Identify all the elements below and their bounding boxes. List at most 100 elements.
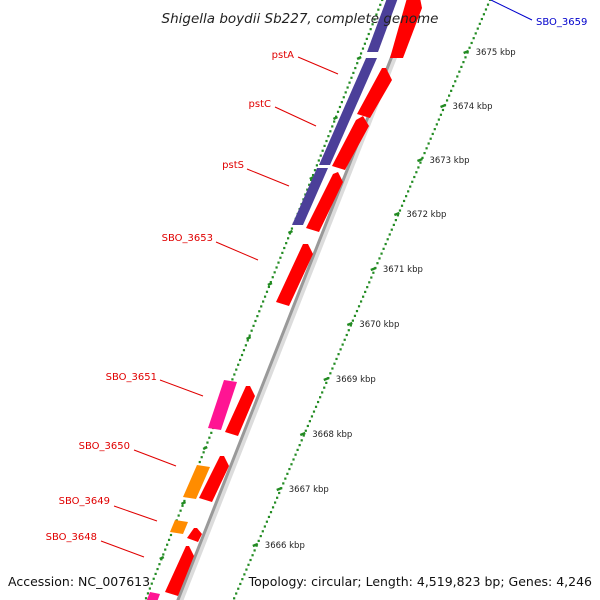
ring-dot [290, 227, 294, 230]
gene-label-psts: pstS [222, 160, 244, 171]
gene-label-sbo-3648: SBO_3648 [46, 532, 97, 543]
ring-dot [415, 171, 418, 174]
gene-leader-line [100, 540, 145, 558]
ring-dot [341, 343, 344, 346]
ring-dot [144, 597, 148, 600]
ring-dot [152, 577, 155, 580]
ring-dash [287, 229, 294, 235]
gene-leader-line [274, 106, 317, 127]
ring-dot [409, 185, 412, 188]
ring-dot [319, 154, 322, 157]
ring-dot [349, 324, 352, 327]
ring-dot [340, 101, 343, 104]
ring-dot [260, 305, 263, 308]
gene-label-sbo-3653: SBO_3653 [162, 233, 213, 244]
ring-dot [386, 238, 389, 241]
ring-dot [310, 415, 314, 418]
gene-leader-line [133, 449, 177, 467]
ring-dot [400, 204, 404, 207]
ring-dot [261, 530, 264, 533]
ring-dot [183, 499, 186, 503]
ring-dot [282, 482, 285, 485]
ring-dot [314, 405, 318, 408]
ring-dot [359, 52, 363, 55]
ring-dot [346, 86, 349, 89]
ring-dot [285, 242, 288, 245]
ring-dot [435, 123, 438, 126]
tick-label: 3675 kbp [476, 48, 516, 58]
gene-block-orange [170, 520, 188, 534]
ring-dot [235, 592, 238, 595]
kbp-ticks: 3675 kbp 3674 kbp 3673 kbp 3672 kbp 3671 kbp… [252, 48, 516, 551]
gene-labels: SBO_3659 pstA pstC pstS SBO_3653 SBO_3651 SBO_… [46, 0, 587, 558]
ring-dot [470, 41, 473, 45]
ring-dot [362, 295, 365, 298]
ring-dot [336, 110, 340, 113]
gene-block-blue [319, 58, 377, 165]
ring-dot [239, 358, 242, 361]
ring-dot [242, 349, 246, 352]
ring-dot [315, 164, 318, 167]
ring-dot [327, 135, 330, 138]
ring-dot [323, 386, 326, 389]
ring-dash [332, 115, 339, 121]
ring-dot [257, 539, 260, 542]
ring-dot [338, 105, 342, 109]
ring-dot [310, 178, 313, 182]
ring-dot [206, 441, 209, 444]
gene-leader-line [297, 56, 339, 75]
tick-label: 3673 kbp [429, 156, 469, 166]
ring-dot [311, 173, 315, 177]
ring-dot [239, 582, 242, 586]
ring-dot [256, 315, 259, 318]
ring-dot [267, 515, 271, 519]
tick-mark [323, 376, 330, 382]
ring-dot [235, 368, 238, 371]
ring-dot [208, 436, 211, 439]
ring-dot [342, 96, 345, 99]
ring-dot [253, 549, 256, 552]
ring-dot [382, 247, 385, 250]
ring-dot [347, 329, 350, 332]
ring-dot [388, 233, 391, 236]
ring-dot [279, 256, 282, 259]
ring-dot [478, 22, 481, 25]
ring-dot [262, 300, 265, 303]
ring-dot [353, 314, 357, 317]
ring-dot [460, 65, 463, 69]
tick-mark [299, 431, 306, 437]
ring-dot [417, 166, 420, 169]
ring-dot [233, 373, 236, 376]
ring-dot [413, 175, 416, 179]
tick-label: 3674 kbp [453, 102, 493, 112]
accession-text: Accession: NC_007613 [8, 574, 150, 589]
gene-block-blue [292, 168, 328, 225]
gene-label-pstc: pstC [249, 99, 271, 110]
ring-dot [331, 367, 334, 370]
ring-dot [402, 199, 406, 203]
ring-dot [333, 362, 336, 365]
ring-dot [237, 363, 240, 366]
ring-dot [259, 534, 262, 538]
ring-dot [364, 290, 367, 294]
tick-label: 3672 kbp [406, 210, 446, 220]
ring-dot [472, 37, 475, 40]
tick-mark [370, 266, 377, 272]
ring-dot [356, 62, 359, 65]
ring-dot [269, 511, 273, 514]
ring-dot [164, 548, 167, 551]
ring-dot [450, 89, 453, 92]
gene-arrow-red [199, 456, 229, 502]
tick-label: 3668 kbp [312, 430, 352, 440]
ring-dot [486, 3, 490, 6]
gene-leader-line [159, 379, 204, 397]
ring-dot [321, 149, 324, 152]
ring-dot [377, 8, 380, 11]
ring-dot [354, 66, 357, 70]
gene-arrow-red [225, 386, 255, 436]
tick-label: 3669 kbp [336, 375, 376, 385]
ring-dot [298, 444, 301, 447]
ring-dot [425, 147, 428, 150]
gene-block-blue [367, 0, 398, 52]
ring-dot [316, 400, 320, 404]
